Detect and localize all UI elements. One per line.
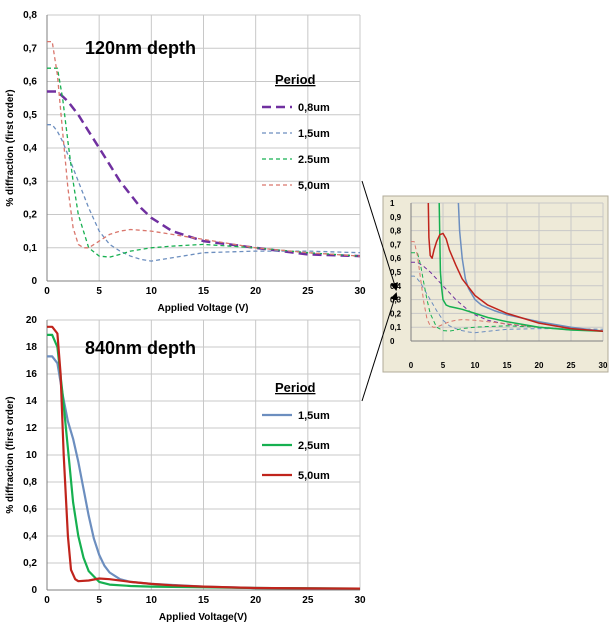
x-tick-label: 20: [250, 595, 262, 606]
y-tick-label: 20: [26, 315, 38, 326]
x-tick-label: 0: [409, 361, 414, 370]
chart-1: 0 5 10 15 20 25 30 0 0,1 0,2 0,3 0,4 0,5 0,6 0,7 0,8 App…: [5, 10, 366, 314]
x-tick-label: 15: [503, 361, 512, 370]
x-tick-label: 5: [96, 595, 102, 606]
y-tick-label: 0,6: [23, 77, 37, 88]
chart-3: 0 5 10 15 20 25 30 0 0,1 0,2 0,3 0,4 0,5 0,6 0,7 0,8 0,9…: [382, 195, 609, 373]
y-tick-label: 0,5: [23, 110, 37, 121]
series-line-6: [438, 202, 603, 333]
inset-background: [382, 195, 609, 373]
x-axis-label: Applied Voltage(V): [159, 612, 247, 623]
legend-label: 5,0um: [298, 470, 330, 482]
x-tick-label: 30: [599, 361, 608, 370]
depth-label: 840nm depth: [85, 338, 196, 358]
x-tick-label: 20: [535, 361, 544, 370]
y-tick-label: 0,4: [23, 143, 37, 154]
y-tick-label: 12: [26, 423, 38, 434]
x-axis-label: Applied Voltage (V): [158, 303, 249, 314]
y-tick-label: 18: [26, 342, 38, 353]
y-tick-label: 0,1: [390, 323, 402, 332]
y-tick-label: 0,6: [23, 504, 37, 515]
y-tick-label: 10: [26, 450, 38, 461]
x-tick-label: 15: [198, 286, 210, 297]
y-axis-label: % diffraction (first order): [5, 396, 16, 513]
y-tick-label: 0,8: [23, 477, 37, 488]
legend-label: 5,0um: [298, 180, 330, 192]
y-tick-label: 1: [390, 199, 395, 208]
depth-label: 120nm depth: [85, 38, 196, 58]
chart-2: 0 5 10 15 20 25 3000,20,40,60,8101214161820App…: [5, 315, 366, 623]
legend-title: Period: [275, 380, 316, 395]
y-tick-label: 0,8: [390, 227, 402, 236]
x-tick-label: 10: [146, 595, 158, 606]
y-tick-label: 0,2: [390, 309, 402, 318]
y-tick-label: 0,7: [23, 43, 37, 54]
series-line-08um: [47, 90, 360, 258]
x-tick-label: 5: [441, 361, 446, 370]
x-tick-label: 25: [567, 361, 576, 370]
series-line-5: [457, 202, 603, 333]
x-tick-label: 10: [146, 286, 158, 297]
x-tick-label: 5: [96, 286, 102, 297]
series-line-25um: [47, 67, 360, 258]
y-tick-label: 0,4: [23, 531, 37, 542]
series-line-7: [427, 202, 603, 333]
y-tick-label: 0,5: [390, 268, 402, 277]
legend: Period 1,5um 2,5um 5,0um: [262, 380, 330, 482]
arrow-bottom: [361, 292, 398, 402]
legend-label: 1,5um: [298, 410, 330, 422]
y-tick-label: 0,3: [23, 176, 37, 187]
series-line-2: [411, 275, 603, 334]
x-tick-label: 25: [302, 595, 314, 606]
y-tick-label: 0,3: [390, 296, 402, 305]
arrow-top: [361, 180, 399, 291]
series-line-50um: [47, 40, 360, 257]
series-line-50um: [47, 325, 360, 590]
legend: Period 0,8um 1,5um 2.5um 5,0um: [262, 72, 330, 192]
y-tick-label: 0,1: [23, 243, 37, 254]
y-tick-label: 0,6: [390, 254, 402, 263]
y-tick-label: 0,4: [390, 282, 402, 291]
x-tick-label: 20: [250, 286, 262, 297]
series-line-3: [411, 252, 603, 332]
y-tick-label: 0: [31, 276, 37, 287]
x-tick-label: 0: [44, 595, 50, 606]
y-tick-label: 14: [26, 396, 38, 407]
legend-label: 2,5um: [298, 440, 330, 452]
x-tick-label: 25: [302, 286, 314, 297]
y-tick-label: 0,2: [23, 558, 37, 569]
connector-arrows: [361, 180, 399, 402]
y-tick-label: 16: [26, 369, 38, 380]
y-axis-label: % diffraction (first order): [5, 89, 16, 206]
y-tick-label: 0,8: [23, 10, 37, 21]
x-tick-label: 30: [354, 595, 366, 606]
legend-label: 2.5um: [298, 154, 330, 166]
y-tick-label: 0: [31, 585, 37, 596]
x-tick-label: 10: [471, 361, 480, 370]
x-tick-label: 15: [198, 595, 210, 606]
x-tick-label: 0: [44, 286, 50, 297]
y-tick-label: 0,7: [390, 240, 402, 249]
legend-title: Period: [275, 72, 316, 87]
y-tick-label: 0,2: [23, 210, 37, 221]
legend-label: 1,5um: [298, 128, 330, 140]
y-tick-label: 0,9: [390, 213, 402, 222]
legend-label: 0,8um: [298, 102, 330, 114]
y-tick-label: 0: [390, 337, 395, 346]
series-line-15um: [47, 124, 360, 262]
x-tick-label: 30: [354, 286, 366, 297]
